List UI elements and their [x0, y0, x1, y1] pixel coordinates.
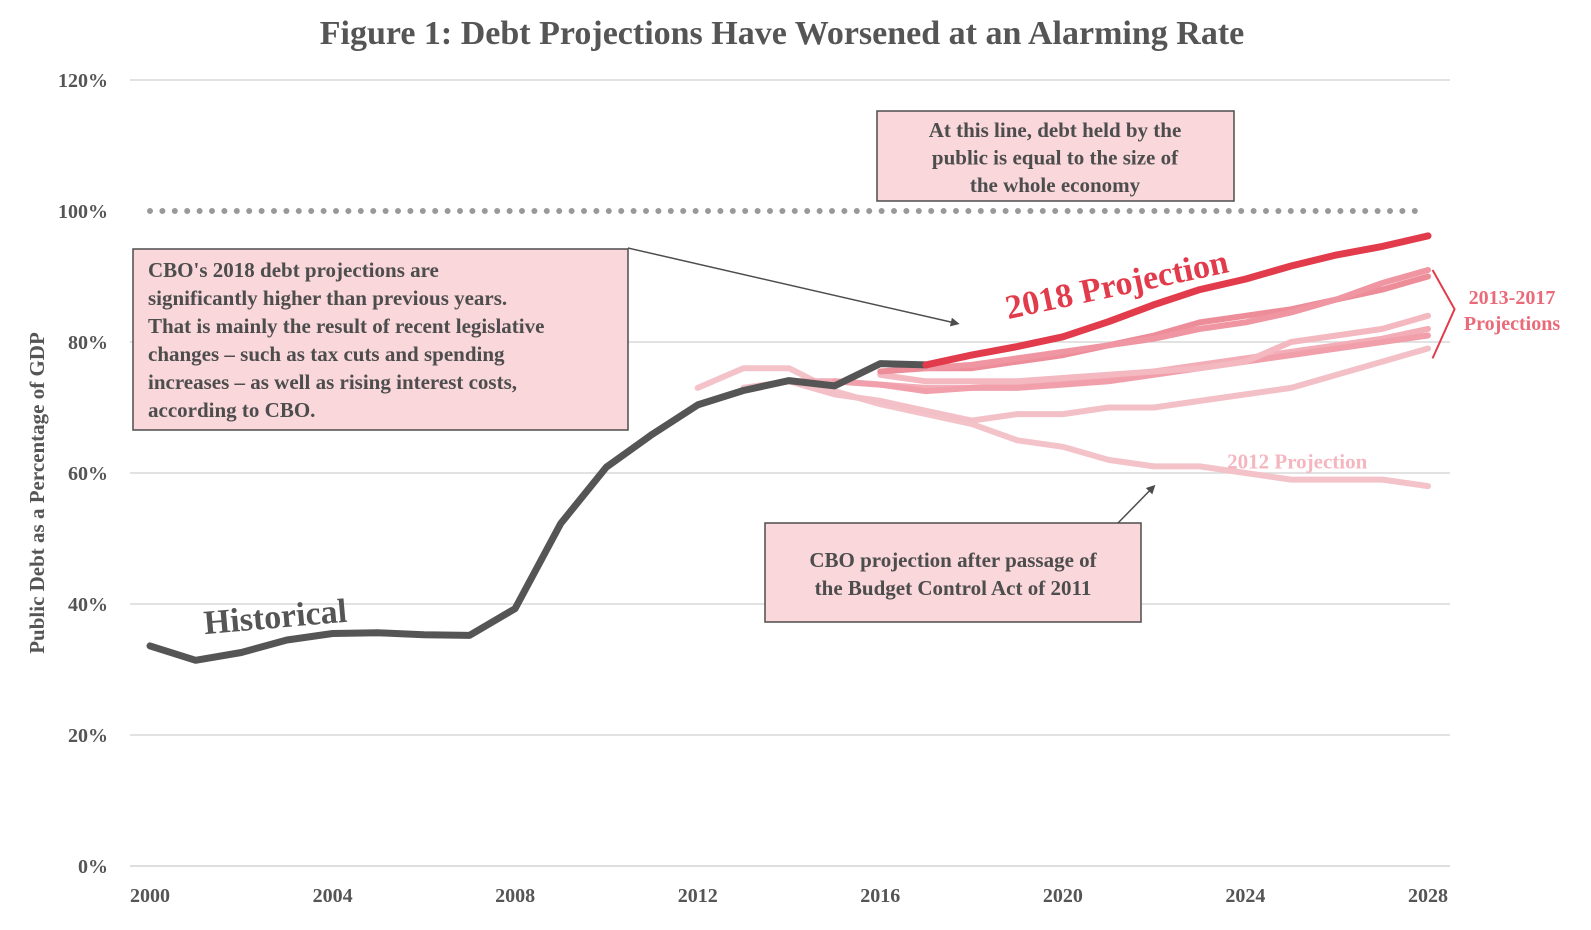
annotation-2018-text-line: increases – as well as rising interest c…: [148, 370, 517, 394]
series-line-8: [922, 267, 1431, 372]
series-lines: [146, 232, 1432, 664]
label-2018-projection: 2018 Projection: [1002, 244, 1232, 327]
series-line-3: [740, 345, 1431, 424]
annotation-2012-arrow: [1117, 484, 1156, 524]
y-axis-tick-labels: 0% 20% 40% 60% 80% 100% 120%: [58, 70, 108, 878]
y-tick-label: 20%: [68, 725, 108, 747]
y-tick-label: 100%: [58, 201, 108, 223]
y-tick-label: 0%: [78, 856, 108, 878]
series-line-5: [831, 332, 1431, 395]
label-2013-2017-projections-line: Projections: [1464, 313, 1560, 335]
annotation-2018-text-line: That is mainly the result of recent legi…: [148, 314, 544, 338]
x-tick-label: 2012: [678, 885, 718, 907]
x-tick-label: 2020: [1043, 885, 1083, 907]
y-tick-label: 60%: [68, 463, 108, 485]
annotation-box-2012: [764, 522, 1142, 623]
annotation-2018-text-line: CBO's 2018 debt projections are: [148, 258, 439, 282]
series-line-1: [922, 232, 1432, 369]
annotation-100-text-line: public is equal to the size of: [932, 146, 1179, 170]
annotations: At this line, debt held by the public is …: [132, 110, 1560, 642]
annotation-100-text-line: At this line, debt held by the: [929, 118, 1182, 142]
annotation-box-2018: [132, 248, 629, 431]
x-tick-label: 2008: [495, 885, 535, 907]
annotation-2018-text-line: according to CBO.: [148, 398, 315, 422]
x-axis-tick-labels: 2000 2004 2008 2012 2016 2020 2024 2028: [130, 885, 1448, 907]
series-line-6: [877, 312, 1431, 385]
y-tick-label: 120%: [58, 70, 108, 92]
label-2013-2017-projections-line: 2013-2017: [1469, 287, 1556, 309]
annotation-2018-text: CBO's 2018 debt projections are significa…: [148, 258, 544, 422]
x-tick-label: 2004: [313, 885, 353, 907]
x-tick-label: 2016: [860, 885, 900, 907]
label-2012-projection: 2012 Projection: [1227, 449, 1367, 473]
x-tick-label: 2000: [130, 885, 170, 907]
annotation-2018-arrow: [627, 247, 960, 327]
y-axis-label: Public Debt as a Percentage of GDP: [25, 332, 49, 654]
series-line-0: [146, 360, 930, 664]
annotation-box-100: [876, 110, 1235, 202]
x-tick-label: 2024: [1225, 885, 1265, 907]
annotation-2018-text-line: significantly higher than previous years…: [148, 286, 507, 310]
projections-bracket: [1431, 269, 1456, 359]
annotation-2012-text: CBO projection after passage of the Budge…: [809, 548, 1097, 600]
annotation-2012-text-line: CBO projection after passage of: [809, 548, 1097, 572]
y-tick-label: 80%: [68, 332, 108, 354]
x-tick-label: 2028: [1408, 885, 1448, 907]
y-tick-label: 40%: [68, 594, 108, 616]
annotation-2018-text-line: changes – such as tax cuts and spending: [148, 342, 505, 366]
label-2013-2017-projections: 2013-2017 Projections: [1464, 287, 1560, 335]
annotation-2012-text-line: the Budget Control Act of 2011: [815, 576, 1092, 600]
annotation-100-text: At this line, debt held by the public is …: [929, 118, 1182, 197]
annotation-100-text-line: the whole economy: [970, 173, 1141, 197]
chart-title: Figure 1: Debt Projections Have Worsened…: [320, 15, 1245, 52]
